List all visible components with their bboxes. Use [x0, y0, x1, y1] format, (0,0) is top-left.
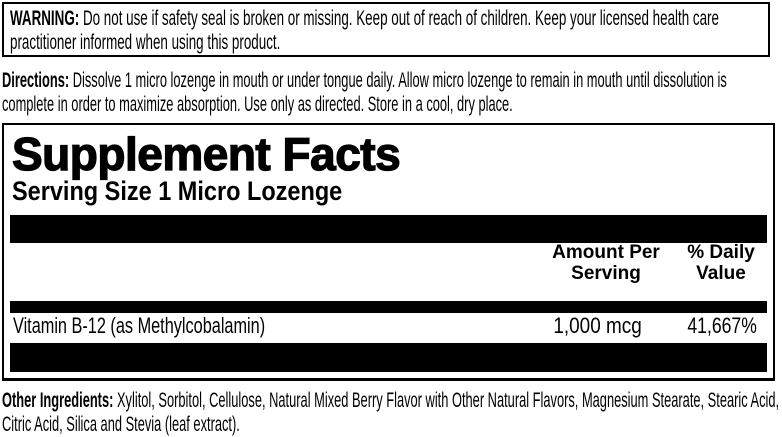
- supplement-facts-title: Supplement Facts: [11, 128, 401, 180]
- nutrient-daily-value: 41,667%: [687, 313, 757, 338]
- separator-bar-thin: [10, 301, 767, 313]
- other-ingredients-section: Other Ingredients: Xylitol, Sorbitol, Ce…: [2, 389, 782, 437]
- column-header-daily-value: % Daily Value: [687, 242, 755, 284]
- warning-text: Do not use if safety seal is broken or m…: [10, 7, 719, 54]
- other-ingredients-paragraph: Other Ingredients: Xylitol, Sorbitol, Ce…: [2, 389, 779, 437]
- supplement-facts-panel: Supplement Facts Serving Size 1 Micro Lo…: [2, 123, 775, 381]
- separator-bar-top: [10, 215, 767, 243]
- other-ingredients-text: Xylitol, Sorbitol, Cellulose, Natural Mi…: [2, 389, 780, 436]
- directions-section: Directions: Dissolve 1 micro lozenge in …: [2, 69, 782, 117]
- supplement-facts-inner: Supplement Facts Serving Size 1 Micro Lo…: [4, 125, 773, 378]
- warning-box: WARNING: Do not use if safety seal is br…: [2, 2, 770, 57]
- other-ingredients-label: Other Ingredients:: [2, 389, 114, 412]
- warning-label: WARNING:: [10, 7, 80, 30]
- directions-text: Dissolve 1 micro lozenge in mouth or und…: [2, 69, 727, 116]
- warning-paragraph: WARNING: Do not use if safety seal is br…: [10, 7, 763, 55]
- column-header-amount-per-serving: Amount Per Serving: [552, 242, 660, 284]
- separator-bar-bottom: [10, 343, 767, 372]
- nutrient-name: Vitamin B-12 (as Methylcobalamin): [13, 313, 266, 338]
- serving-size: Serving Size 1 Micro Lozenge: [12, 176, 343, 206]
- directions-label: Directions:: [2, 69, 70, 92]
- directions-paragraph: Directions: Dissolve 1 micro lozenge in …: [2, 69, 779, 117]
- nutrient-amount: 1,000 mcg: [553, 313, 642, 338]
